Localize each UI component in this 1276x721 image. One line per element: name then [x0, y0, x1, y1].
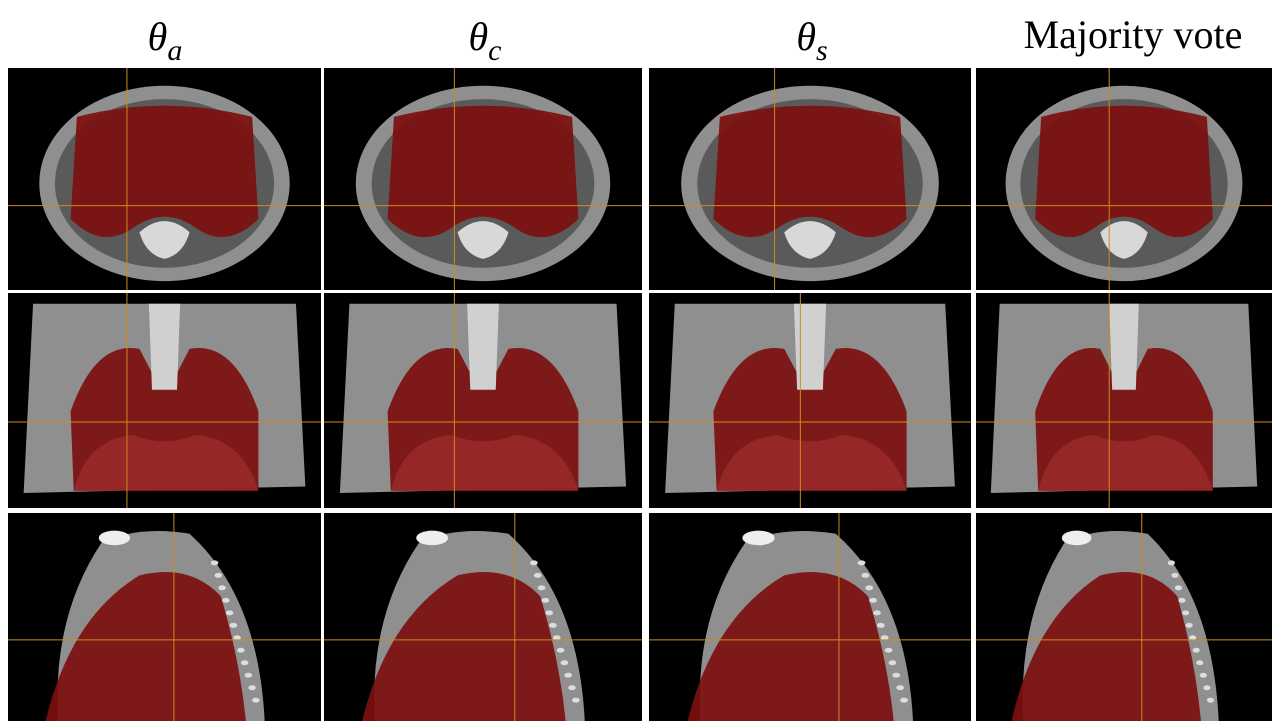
rib — [877, 623, 885, 628]
spine — [1109, 304, 1139, 390]
rib — [858, 560, 866, 565]
rib — [1168, 560, 1175, 565]
header-symbol: θ — [796, 14, 816, 59]
header-subscript: s — [816, 34, 828, 67]
rib — [230, 623, 238, 628]
bone — [742, 531, 774, 546]
rib — [215, 573, 223, 578]
rib — [245, 673, 253, 678]
image-panel — [324, 293, 642, 508]
rib — [241, 660, 249, 665]
rib — [545, 610, 553, 615]
image-panel — [8, 68, 321, 290]
rib — [549, 623, 557, 628]
rib — [218, 585, 226, 590]
rib — [226, 610, 234, 615]
rib — [896, 685, 904, 690]
rib — [869, 598, 877, 603]
rib — [557, 648, 565, 653]
rib — [211, 560, 219, 565]
spine — [149, 304, 180, 390]
image-panel — [649, 293, 971, 508]
rib — [252, 698, 260, 703]
image-panel — [324, 68, 642, 290]
rib — [542, 598, 550, 603]
rib — [873, 610, 881, 615]
rib — [889, 660, 897, 665]
column-header: Majority vote — [1024, 12, 1243, 57]
header-subscript: a — [167, 34, 182, 67]
header-subscript: c — [488, 34, 501, 67]
rib — [900, 698, 908, 703]
rib — [1196, 660, 1203, 665]
rib — [892, 673, 900, 678]
rib — [530, 560, 538, 565]
rib — [1193, 648, 1200, 653]
header-symbol: θ — [148, 14, 168, 59]
rib — [534, 573, 542, 578]
rib — [248, 685, 256, 690]
image-panel — [649, 68, 971, 290]
spine — [467, 304, 499, 390]
rib — [222, 598, 230, 603]
bone — [99, 531, 130, 546]
rib — [561, 660, 569, 665]
rib — [1186, 623, 1193, 628]
image-panel — [324, 513, 642, 721]
image-panel — [976, 293, 1272, 508]
rib — [1171, 573, 1178, 578]
figure: θa θc θs Majority vote — [0, 0, 1276, 721]
rib — [538, 585, 546, 590]
rib — [1178, 598, 1185, 603]
image-panel — [976, 68, 1272, 290]
image-panel — [8, 513, 321, 721]
bone — [1062, 531, 1092, 546]
image-panel — [976, 513, 1272, 721]
rib — [1200, 673, 1207, 678]
header-symbol: θ — [469, 14, 489, 59]
rib — [1203, 685, 1210, 690]
rib — [865, 585, 873, 590]
rib — [237, 648, 245, 653]
rib — [885, 648, 893, 653]
rib — [564, 673, 572, 678]
spine — [794, 304, 826, 390]
rib — [1175, 585, 1182, 590]
rib — [568, 685, 576, 690]
panel-grid — [8, 68, 1272, 721]
image-panel — [8, 293, 321, 508]
image-panel — [649, 513, 971, 721]
rib — [1182, 610, 1189, 615]
rib — [862, 573, 870, 578]
rib — [1207, 698, 1214, 703]
bone — [416, 531, 448, 546]
rib — [572, 698, 580, 703]
